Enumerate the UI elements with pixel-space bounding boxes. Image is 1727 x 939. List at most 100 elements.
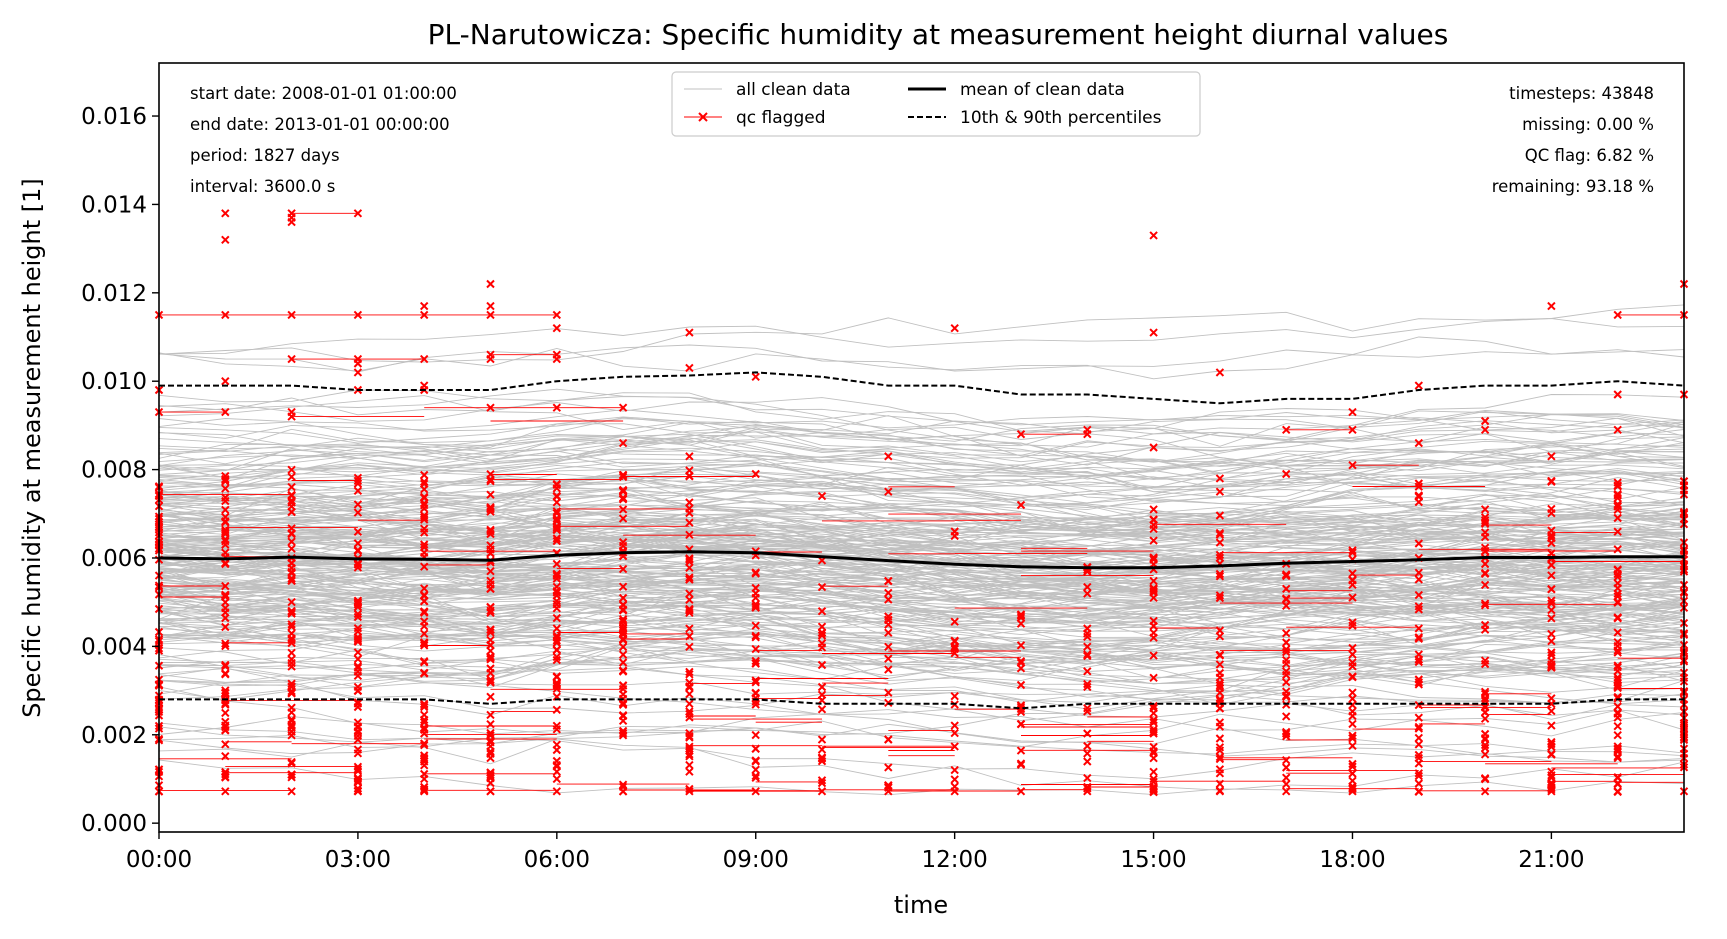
clean-data-trace (159, 471, 1684, 511)
clean-data-trace (159, 555, 1684, 627)
qc-flagged-marker (1547, 636, 1556, 646)
qc-flagged-marker (1149, 742, 1158, 752)
info-text-right: timesteps: 43848 missing: 0.00 % QC flag… (1492, 84, 1654, 196)
qc-flagged-marker (221, 639, 230, 648)
qc-flagged-marker (1613, 493, 1622, 503)
qc-flagged-marker (221, 517, 230, 526)
qc-flagged-marker (1613, 513, 1622, 523)
qc-flagged-marker (1613, 680, 1622, 690)
qc-flagged-marker (1348, 672, 1357, 682)
qc-flagged-marker (1149, 536, 1158, 545)
qc-flagged-marker (685, 595, 694, 605)
qc-flagged-marker (1414, 750, 1424, 760)
clean-data-trace (159, 612, 1684, 703)
qc-flagged-marker (685, 784, 694, 794)
qc-flagged-marker (751, 700, 760, 709)
qc-flagged-marker (1414, 713, 1424, 722)
qc-flagged-marker (486, 668, 495, 678)
qc-flagged-marker (1083, 582, 1092, 592)
qc-flagged-extreme-marker (353, 368, 363, 377)
qc-flagged-marker (419, 769, 429, 779)
qc-flagged-marker (486, 753, 495, 763)
qc-flagged-marker (1547, 721, 1556, 730)
qc-flagged-marker (1613, 752, 1622, 761)
qc-flagged-marker (1281, 787, 1291, 796)
qc-flagged-marker (419, 477, 429, 486)
statistics-lines (159, 371, 1684, 710)
qc-flagged-marker (1083, 703, 1092, 713)
qc-flagged-marker (1348, 759, 1357, 769)
clean-data-trace (159, 609, 1684, 675)
qc-flagged-marker (552, 672, 562, 681)
qc-flagged-marker (221, 641, 230, 651)
qc-flagged-marker (1348, 688, 1357, 697)
qc-flagged-marker (353, 745, 363, 754)
qc-flagged-marker (1414, 740, 1424, 749)
qc-flagged-marker (552, 774, 562, 784)
qc-flagged-marker (1215, 746, 1225, 755)
qc-flagged-marker (1547, 614, 1556, 623)
percentile-90-line (159, 371, 1684, 405)
qc-flagged-marker (685, 498, 694, 507)
y-tick-label: 0.002 (81, 723, 147, 749)
qc-flagged-marker (1149, 785, 1158, 794)
qc-flagged-marker (221, 660, 230, 670)
clean-data-trace (159, 500, 1684, 550)
clean-data-trace (159, 426, 1684, 468)
qc-flagged-extreme-marker (1016, 429, 1026, 439)
qc-flagged-marker (685, 518, 694, 527)
qc-flagged-marker (486, 476, 495, 486)
qc-flagged-marker (1547, 656, 1556, 666)
qc-flagged-marker (884, 620, 893, 629)
clean-data-trace (159, 417, 1684, 485)
clean-data-trace (159, 586, 1684, 631)
qc-flagged-marker (552, 631, 562, 641)
qc-flagged-marker (1215, 660, 1225, 669)
qc-flagged-extreme-marker (552, 323, 562, 333)
qc-flagged-marker (486, 719, 495, 729)
x-tick-label: 06:00 (524, 847, 590, 873)
qc-flagged-marker (751, 765, 760, 774)
qc-flagged-marker (353, 486, 363, 496)
qc-flagged-marker (1348, 580, 1357, 590)
qc-flagged-marker (685, 530, 694, 540)
qc-flagged-marker (287, 703, 296, 712)
qc-flagged-marker (1613, 572, 1622, 582)
qc-flagged-extreme-marker (221, 235, 230, 245)
qc-flagged-marker (353, 735, 363, 744)
qc-flagged-marker (685, 632, 694, 641)
qc-flagged-marker (353, 612, 363, 622)
qc-flagged-marker (419, 641, 429, 650)
qc-flagged-marker (353, 597, 363, 607)
qc-flagged-marker (685, 573, 694, 582)
qc-flagged-marker (685, 667, 694, 677)
clean-data-trace (159, 541, 1684, 597)
qc-flagged-marker (1414, 634, 1424, 644)
clean-data-trace (159, 603, 1684, 634)
clean-data-trace (159, 436, 1684, 480)
qc-flagged-marker (817, 631, 827, 640)
qc-flagged-marker (1016, 619, 1026, 628)
qc-flagged-marker (486, 652, 495, 661)
qc-flagged-marker (419, 470, 429, 480)
qc-flagged-marker (1281, 570, 1291, 579)
y-tick-label: 0.012 (81, 281, 147, 307)
qc-flagged-marker (1547, 749, 1556, 759)
qc-flagged-marker (419, 702, 429, 712)
y-tick-label: 0.000 (81, 811, 147, 837)
qc-flagged-marker (1016, 707, 1026, 717)
qc-flagged-marker (817, 643, 827, 652)
clean-data-trace (159, 597, 1684, 686)
chart-title: PL-Narutowicza: Specific humidity at mea… (428, 18, 1449, 51)
qc-flagged-marker (1613, 592, 1622, 601)
qc-flagged-marker (618, 634, 628, 644)
qc-flagged-marker (685, 642, 694, 652)
qc-flagged-marker (419, 608, 429, 617)
qc-flagged-marker (1281, 763, 1291, 772)
qc-flagged-marker (419, 699, 429, 709)
clean-data-trace (159, 504, 1684, 556)
qc-flagged-extreme-marker (1281, 469, 1291, 479)
qc-flagged-marker (1281, 594, 1291, 603)
qc-flagged-extreme-marker (1348, 425, 1357, 435)
clean-data-trace (159, 573, 1684, 620)
